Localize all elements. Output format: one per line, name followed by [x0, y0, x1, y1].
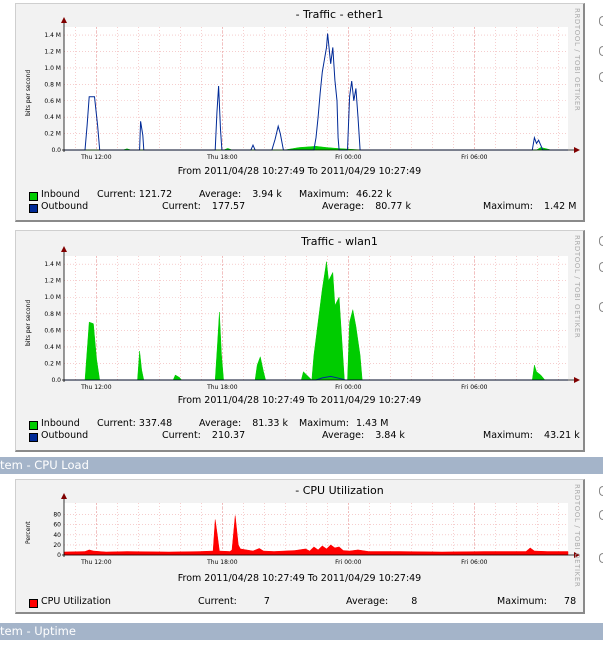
x-tick-label: Fri 00:00 [335, 154, 362, 161]
legend-inbound-maximum: Maximum: 1.43 M [299, 418, 389, 429]
y-tick-label: 0.0 [51, 377, 61, 384]
y-tick-label: 1.4 M [44, 261, 61, 268]
series-area-inbound [64, 261, 568, 381]
traffic-wlan1-plot: 0.0 0.2 M 0.4 M 0.6 M 0.8 M 1.0 M 1.2 M 1.4 M Th… [44, 246, 580, 391]
time-range: From 2011/04/28 10:27:49 To 2011/04/29 1… [177, 573, 422, 584]
y-tick-label: 1.4 M [44, 32, 61, 39]
legend-cpu-current: Current: 7 [198, 596, 270, 607]
x-tick-label: Fri 06:00 [461, 559, 488, 566]
y-tick-label: 1.2 M [44, 278, 61, 285]
x-tick-label: Fri 06:00 [461, 154, 488, 161]
outbound-swatch [29, 204, 38, 213]
graph-title: - CPU Utilization [295, 484, 384, 497]
outbound-swatch [29, 433, 38, 442]
y-tick-label: 0.6 M [44, 98, 61, 105]
side-control[interactable] [599, 72, 603, 82]
y-tick-label: 1.2 M [44, 49, 61, 56]
legend-inbound-name: Inbound [41, 189, 80, 200]
inbound-swatch [29, 421, 38, 430]
y-axis-arrow [61, 17, 67, 23]
x-axis-arrow [574, 552, 580, 558]
y-axis-label: Percent [25, 521, 32, 544]
series-area-cpu-utilization [63, 515, 569, 556]
x-tick-label: Thu 18:00 [206, 559, 238, 566]
x-axis-arrow [574, 147, 580, 153]
plot-area [64, 503, 568, 555]
cpu-swatch [29, 599, 38, 608]
y-tick-label: 0.8 M [44, 81, 61, 88]
y-tick-label: 40 [53, 532, 61, 539]
x-axis-arrow [574, 377, 580, 383]
time-range: From 2011/04/28 10:27:49 To 2011/04/29 1… [177, 166, 422, 177]
y-tick-label: 0.2 M [44, 131, 61, 138]
y-tick-label: 0.8 M [44, 311, 61, 318]
y-axis-label: bits per second [25, 299, 32, 346]
legend-inbound-maximum: Maximum: 46.22 k [299, 189, 392, 200]
cpu-utilization-graph[interactable]: 0 20 40 60 80 Thu 12:00 Thu 18:00 Fri 00:00 Fri … [15, 479, 585, 614]
cpu-utilization-plot: 0 20 40 60 80 Thu 12:00 Thu 18:00 Fri 00:00 Fri … [53, 493, 580, 566]
time-range: From 2011/04/28 10:27:49 To 2011/04/29 1… [177, 395, 422, 406]
y-axis-arrow [61, 246, 67, 252]
section-header-cpu-load[interactable]: tem - CPU Load [0, 457, 603, 474]
series-line-outbound [64, 33, 568, 151]
legend-cpu-maximum: Maximum: 78 [497, 596, 577, 607]
section-header-uptime[interactable]: tem - Uptime [0, 623, 603, 640]
y-tick-label: 0.0 [51, 147, 61, 154]
x-tick-label: Thu 18:00 [206, 384, 238, 391]
graph-title: Traffic - wlan1 [301, 235, 378, 248]
inbound-swatch [29, 192, 38, 201]
legend-outbound-maximum: Maximum: 1.42 M [483, 201, 577, 212]
y-tick-label: 0.6 M [44, 327, 61, 334]
plot-area [64, 27, 568, 150]
legend-inbound-name: Inbound [41, 418, 80, 429]
y-tick-label: 0.4 M [44, 344, 61, 351]
legend-outbound-name: Outbound [41, 430, 89, 441]
x-tick-label: Fri 00:00 [335, 559, 362, 566]
legend-inbound-current: Current: 337.48 [97, 418, 173, 429]
legend-outbound-average: Average: 3.84 k [322, 430, 405, 441]
side-control[interactable] [599, 302, 603, 312]
x-tick-label: Fri 00:00 [335, 384, 362, 391]
legend-outbound-current: Current: 177.57 [162, 201, 246, 212]
x-tick-label: Thu 18:00 [206, 154, 238, 161]
legend-inbound-current: Current: 121.72 [97, 189, 173, 200]
rrdtool-watermark: RRDTOOL / TOBI OETIKER [573, 484, 581, 588]
traffic-wlan1-graph[interactable]: 0.0 0.2 M 0.4 M 0.6 M 0.8 M 1.0 M 1.2 M 1.4 M Th… [15, 230, 585, 452]
side-control[interactable] [599, 510, 603, 520]
x-tick-label: Thu 12:00 [80, 559, 112, 566]
legend-outbound-maximum: Maximum: 43.21 k [483, 430, 580, 441]
y-tick-label: 1.0 M [44, 294, 61, 301]
rrdtool-watermark: RRDTOOL / TOBI OETIKER [573, 235, 581, 339]
y-tick-label: 0 [57, 552, 61, 559]
legend-inbound-average: Average: 81.33 k [199, 418, 288, 429]
y-tick-label: 20 [53, 542, 61, 549]
graph-title: - Traffic - ether1 [295, 8, 384, 21]
legend-outbound-name: Outbound [41, 201, 89, 212]
side-control[interactable] [599, 262, 603, 272]
y-tick-label: 60 [53, 522, 61, 529]
legend-cpu-name: CPU Utilization [41, 596, 111, 607]
side-control[interactable] [599, 486, 603, 496]
side-control[interactable] [599, 16, 603, 26]
x-tick-label: Fri 06:00 [461, 384, 488, 391]
legend-outbound-average: Average: 80.77 k [322, 201, 411, 212]
y-tick-label: 0.4 M [44, 114, 61, 121]
y-tick-label: 1.0 M [44, 65, 61, 72]
legend-outbound-current: Current: 210.37 [162, 430, 246, 441]
side-control[interactable] [599, 553, 603, 563]
y-tick-label: 80 [53, 512, 61, 519]
y-axis-arrow [61, 493, 67, 499]
y-axis-label: bits per second [25, 69, 32, 116]
traffic-ether1-graph[interactable]: 0.0 0.2 M 0.4 M 0.6 M 0.8 M 1.0 M 1.2 M 1.4 M Th… [15, 3, 585, 222]
rrdtool-watermark: RRDTOOL / TOBI OETIKER [573, 8, 581, 112]
x-tick-label: Thu 12:00 [80, 154, 112, 161]
y-tick-label: 0.2 M [44, 360, 61, 367]
traffic-ether1-plot: 0.0 0.2 M 0.4 M 0.6 M 0.8 M 1.0 M 1.2 M 1.4 M Th… [44, 17, 580, 161]
x-tick-label: Thu 12:00 [80, 384, 112, 391]
legend-cpu-average: Average: 8 [346, 596, 418, 607]
legend-inbound-average: Average: 3.94 k [199, 189, 282, 200]
side-control[interactable] [599, 46, 603, 56]
side-control[interactable] [599, 236, 603, 246]
